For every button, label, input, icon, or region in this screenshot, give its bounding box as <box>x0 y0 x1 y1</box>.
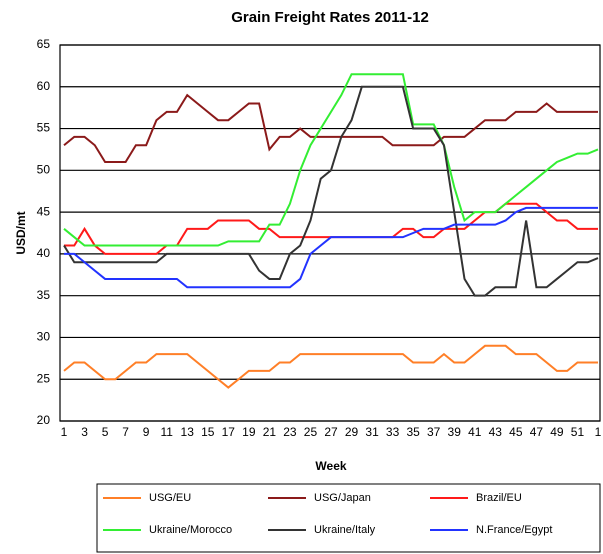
x-tick-label: 1 <box>61 425 68 439</box>
series-line <box>63 93 598 163</box>
y-tick-label: 55 <box>37 121 51 135</box>
x-tick-label: 9 <box>143 425 150 439</box>
legend-label: USG/Japan <box>314 492 371 504</box>
x-tick-label: 3 <box>81 425 88 439</box>
x-tick-label: 51 <box>571 425 585 439</box>
y-tick-label: 35 <box>37 288 51 302</box>
x-tick-label: 27 <box>324 425 338 439</box>
chart-title: Grain Freight Rates 2011-12 <box>231 9 429 26</box>
legend-label: USG/EU <box>149 492 191 504</box>
x-tick-label: 49 <box>550 425 564 439</box>
x-tick-label: 5 <box>102 425 109 439</box>
y-tick-label: 45 <box>37 204 51 218</box>
x-tick-label: 41 <box>468 425 482 439</box>
y-tick-label: 65 <box>37 37 51 51</box>
legend-label: Ukraine/Morocco <box>149 524 232 536</box>
x-tick-label: 15 <box>201 425 215 439</box>
x-tick-label: 21 <box>263 425 277 439</box>
y-tick-label: 50 <box>37 163 51 177</box>
series-line <box>63 85 599 297</box>
x-tick-label: 43 <box>489 425 503 439</box>
x-axis-title: Week <box>315 459 346 473</box>
y-tick-label: 25 <box>37 371 51 385</box>
x-tick-label: 35 <box>406 425 420 439</box>
x-tick-label: 11 <box>160 425 173 439</box>
x-tick-label: 47 <box>530 425 544 439</box>
series-line <box>63 73 599 247</box>
x-tick-label: 13 <box>181 425 195 439</box>
legend-label: Ukraine/Italy <box>314 524 376 536</box>
x-tick-label: 25 <box>304 425 318 439</box>
x-tick-label: 31 <box>365 425 379 439</box>
y-axis-title: USD/mt <box>14 211 28 254</box>
y-tick-label: 40 <box>37 246 51 260</box>
x-tick-label: 17 <box>222 425 236 439</box>
y-tick-label: 30 <box>37 330 51 344</box>
x-tick-label: 19 <box>242 425 256 439</box>
series-line <box>63 344 598 389</box>
legend-box <box>96 483 601 553</box>
y-tick-label: 60 <box>37 79 51 93</box>
x-tick-label: 29 <box>345 425 359 439</box>
series-line <box>64 206 598 289</box>
x-tick-label: 37 <box>427 425 441 439</box>
legend-label: Brazil/EU <box>476 492 522 504</box>
y-tick-label: 20 <box>37 413 51 427</box>
x-tick-label: 39 <box>448 425 462 439</box>
x-tick-label: 7 <box>122 425 129 439</box>
plot-border <box>59 44 601 422</box>
x-tick-label: 23 <box>283 425 297 439</box>
legend-label: N.France/Egypt <box>476 524 552 536</box>
x-tick-label: 45 <box>509 425 523 439</box>
x-tick-label: 1 <box>595 425 602 439</box>
x-tick-label: 33 <box>386 425 400 439</box>
